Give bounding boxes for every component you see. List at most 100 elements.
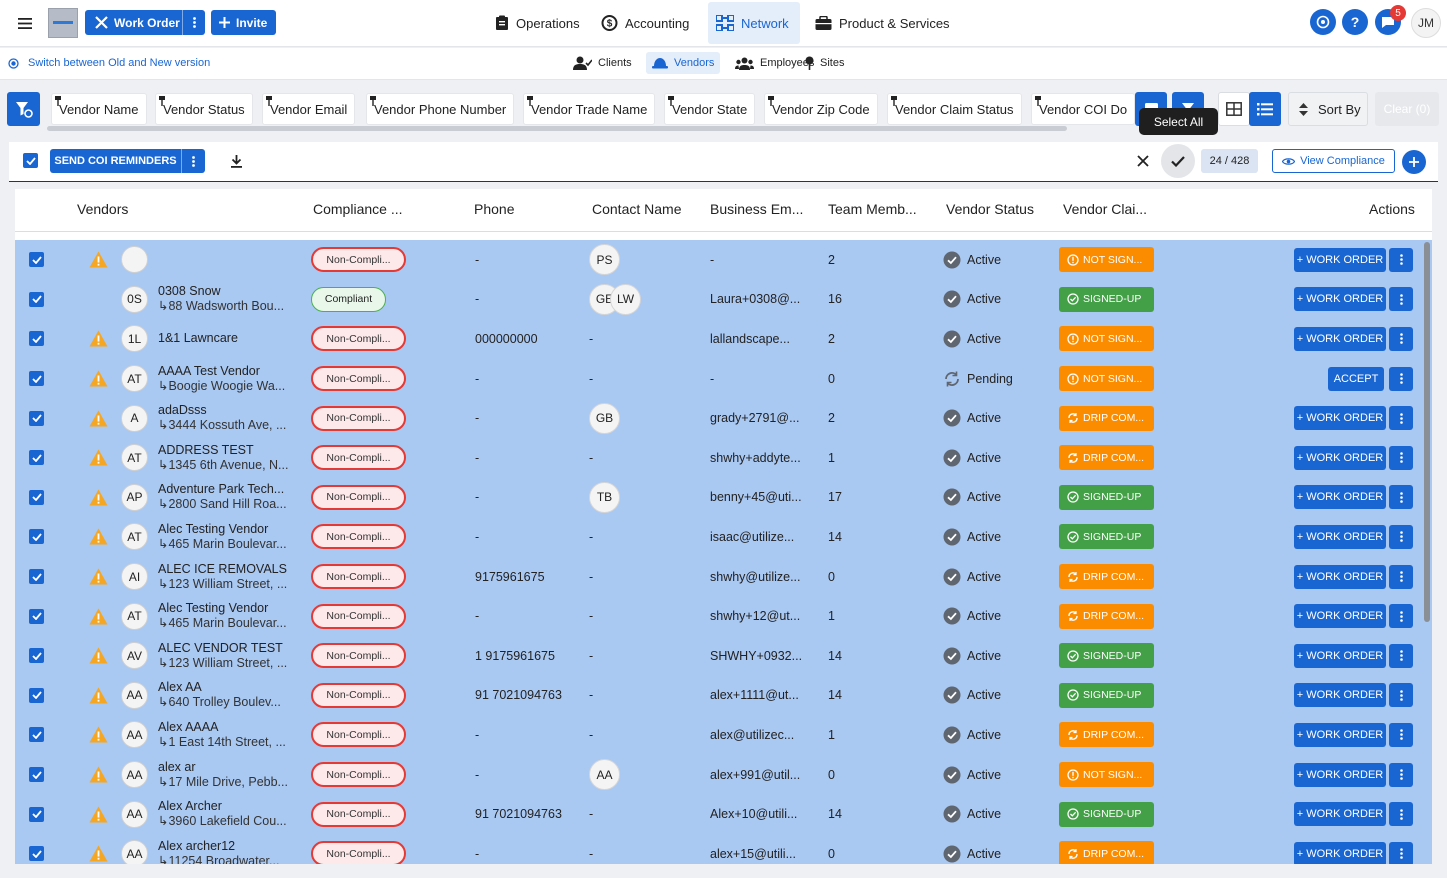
- work-order-button[interactable]: + WORK ORDER: [1294, 762, 1386, 787]
- vendor-name[interactable]: 1&1 Lawncare: [158, 331, 238, 346]
- clear-filters-button[interactable]: Clear (0): [1375, 92, 1439, 126]
- compliance-status-pill[interactable]: Non-Compli...: [311, 841, 406, 864]
- user-avatar[interactable]: JM: [1411, 8, 1441, 38]
- row-more-icon[interactable]: [1389, 722, 1413, 747]
- table-row[interactable]: AA alex ar ↳17 Mile Drive, Pebb... Non-Comp…: [15, 755, 1425, 795]
- menu-icon[interactable]: [14, 13, 36, 33]
- row-checkbox[interactable]: [29, 450, 44, 466]
- view-compliance-button[interactable]: View Compliance: [1272, 149, 1395, 173]
- tab-clients[interactable]: Clients: [567, 52, 638, 74]
- table-row[interactable]: 1L 1&1 Lawncare Non-Compli... 000000000 - lal…: [15, 319, 1425, 359]
- vendor-name[interactable]: Alec Testing Vendor: [158, 601, 269, 616]
- column-header-phone[interactable]: Phone: [474, 201, 515, 217]
- help-icon[interactable]: ?: [1342, 9, 1368, 35]
- row-checkbox[interactable]: [29, 331, 44, 347]
- compliance-status-pill[interactable]: Non-Compli...: [311, 445, 406, 471]
- column-header-team[interactable]: Team Memb...: [828, 201, 917, 217]
- work-order-more-icon[interactable]: [182, 10, 205, 35]
- version-switch-link[interactable]: Switch between Old and New version: [8, 57, 210, 69]
- filter-chip-vendor-phone[interactable]: Vendor Phone Number: [366, 93, 515, 125]
- work-order-button[interactable]: + WORK ORDER: [1294, 287, 1386, 312]
- column-header-claim[interactable]: Vendor Clai...: [1063, 201, 1148, 217]
- select-all-checkbox[interactable]: [23, 153, 38, 168]
- work-order-button[interactable]: + WORK ORDER: [1294, 722, 1386, 747]
- nav-network[interactable]: Network: [708, 2, 800, 44]
- row-checkbox[interactable]: [29, 806, 44, 822]
- row-checkbox[interactable]: [29, 687, 44, 703]
- table-row[interactable]: AA Alex Archer ↳3960 Lakefield Cou... Non-C…: [15, 794, 1425, 834]
- table-row[interactable]: AI ALEC ICE REMOVALS ↳123 William Street, …: [15, 557, 1425, 597]
- compliance-status-pill[interactable]: Compliant: [311, 286, 386, 312]
- compliance-status-pill[interactable]: Non-Compli...: [311, 564, 406, 590]
- table-row[interactable]: AV ALEC VENDOR TEST ↳123 William Street, .…: [15, 636, 1425, 676]
- vendor-name[interactable]: ADDRESS TEST: [158, 442, 254, 457]
- filter-chip-vendor-email[interactable]: Vendor Email: [262, 93, 356, 125]
- row-more-icon[interactable]: [1389, 326, 1413, 351]
- column-header-status[interactable]: Vendor Status: [946, 201, 1034, 217]
- table-row[interactable]: AP Adventure Park Tech... ↳2800 Sand Hill …: [15, 478, 1425, 518]
- filter-settings-button[interactable]: [7, 92, 40, 126]
- row-more-icon[interactable]: [1389, 762, 1413, 787]
- work-order-button[interactable]: + WORK ORDER: [1294, 485, 1386, 510]
- work-order-button[interactable]: Work Order: [85, 10, 205, 35]
- compliance-status-pill[interactable]: Non-Compli...: [311, 722, 406, 748]
- column-header-contact[interactable]: Contact Name: [592, 201, 682, 217]
- table-row[interactable]: AA Alex archer12 ↳11254 Broadwater... Non-C…: [15, 834, 1425, 864]
- nav-accounting[interactable]: $ Accounting: [593, 2, 697, 44]
- vendor-name[interactable]: Alex AAAA: [158, 719, 219, 734]
- download-icon[interactable]: [231, 155, 242, 168]
- row-checkbox[interactable]: [29, 291, 44, 307]
- row-more-icon[interactable]: [1389, 524, 1413, 549]
- row-more-icon[interactable]: [1389, 802, 1413, 827]
- table-row[interactable]: AT AAAA Test Vendor ↳Boogie Woogie Wa... No…: [15, 359, 1425, 399]
- compliance-status-pill[interactable]: Non-Compli...: [311, 366, 406, 392]
- vendor-name[interactable]: Alec Testing Vendor: [158, 521, 269, 536]
- tab-sites[interactable]: Sites: [799, 52, 850, 74]
- tab-employees[interactable]: Employees: [729, 52, 820, 74]
- filter-scrollbar[interactable]: [47, 126, 1067, 131]
- compliance-status-pill[interactable]: Non-Compli...: [311, 326, 406, 352]
- filter-chip-vendor-coi[interactable]: Vendor COI Do: [1031, 93, 1135, 125]
- row-checkbox[interactable]: [29, 489, 44, 505]
- filter-chip-vendor-name[interactable]: Vendor Name: [51, 93, 147, 125]
- row-more-icon[interactable]: [1389, 247, 1413, 272]
- vendor-name[interactable]: Alex archer12: [158, 838, 236, 853]
- compliance-status-pill[interactable]: Non-Compli...: [311, 801, 406, 827]
- vendor-name[interactable]: alex ar: [158, 759, 196, 774]
- row-more-icon[interactable]: [1389, 683, 1413, 708]
- row-more-icon[interactable]: [1389, 366, 1413, 391]
- table-row[interactable]: AA Alex AA ↳640 Trolley Boulev... Non-Compl…: [15, 676, 1425, 716]
- table-row[interactable]: AT ADDRESS TEST ↳1345 6th Avenue, N... Non-…: [15, 438, 1425, 478]
- work-order-button[interactable]: + WORK ORDER: [1294, 643, 1386, 668]
- vendor-name[interactable]: 0308 Snow: [158, 284, 221, 299]
- filter-chip-vendor-zip[interactable]: Vendor Zip Code: [764, 93, 878, 125]
- work-order-button[interactable]: + WORK ORDER: [1294, 247, 1386, 272]
- column-header-email[interactable]: Business Em...: [710, 201, 804, 217]
- row-checkbox[interactable]: [29, 648, 44, 664]
- row-more-icon[interactable]: [1389, 287, 1413, 312]
- compliance-status-pill[interactable]: Non-Compli...: [311, 762, 406, 788]
- vendor-name[interactable]: Alex AA: [158, 680, 202, 695]
- filter-chip-vendor-trade-name[interactable]: Vendor Trade Name: [523, 93, 656, 125]
- send-coi-reminders-button[interactable]: SEND COI REMINDERS: [50, 149, 205, 173]
- row-checkbox[interactable]: [29, 371, 44, 387]
- invite-button[interactable]: Invite: [211, 10, 276, 35]
- contact-avatar[interactable]: GB: [589, 402, 620, 434]
- more-options-icon[interactable]: [181, 149, 205, 173]
- row-checkbox[interactable]: [29, 727, 44, 743]
- table-row[interactable]: Non-Compli... - PS - 2 Active NOT SIGN... + WOR…: [15, 240, 1425, 280]
- work-order-button[interactable]: + WORK ORDER: [1294, 683, 1386, 708]
- row-more-icon[interactable]: [1389, 604, 1413, 629]
- contact-avatar[interactable]: PS: [589, 244, 620, 276]
- compliance-status-pill[interactable]: Non-Compli...: [311, 484, 406, 510]
- compliance-status-pill[interactable]: Non-Compli...: [311, 682, 406, 708]
- compliance-status-pill[interactable]: Non-Compli...: [311, 603, 406, 629]
- close-icon[interactable]: [1137, 155, 1149, 167]
- vendor-name[interactable]: Adventure Park Tech...: [158, 482, 285, 497]
- work-order-button[interactable]: + WORK ORDER: [1294, 406, 1386, 431]
- column-header-compliance[interactable]: Compliance ...: [313, 201, 403, 217]
- filter-chip-vendor-claim-status[interactable]: Vendor Claim Status: [887, 93, 1022, 125]
- work-order-button[interactable]: + WORK ORDER: [1294, 564, 1386, 589]
- table-row[interactable]: AT Alec Testing Vendor ↳465 Marin Boulevar…: [15, 517, 1425, 557]
